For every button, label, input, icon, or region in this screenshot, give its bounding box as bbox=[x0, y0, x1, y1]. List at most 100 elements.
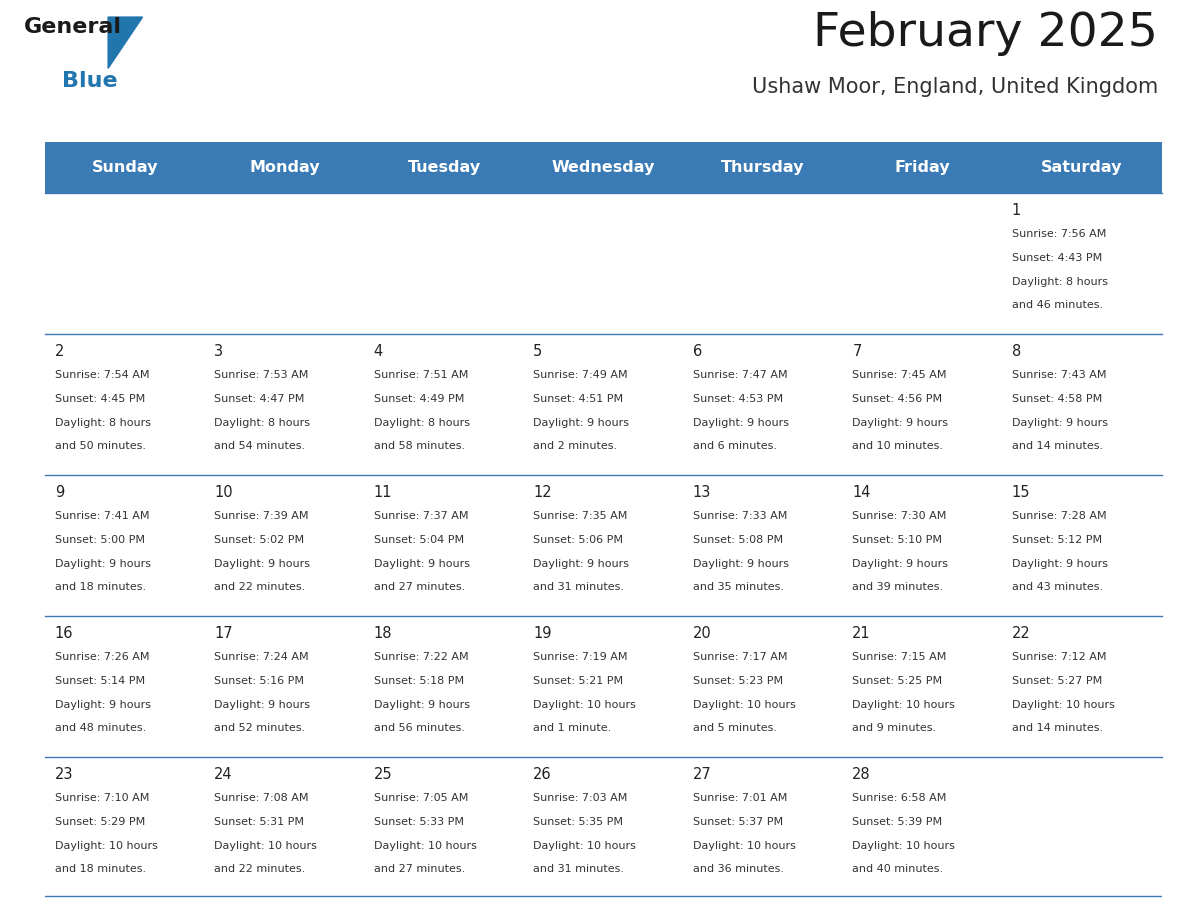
Text: and 52 minutes.: and 52 minutes. bbox=[214, 723, 305, 733]
Text: Daylight: 10 hours: Daylight: 10 hours bbox=[693, 842, 796, 851]
Text: Daylight: 10 hours: Daylight: 10 hours bbox=[214, 842, 317, 851]
Text: Sunset: 4:49 PM: Sunset: 4:49 PM bbox=[374, 395, 465, 405]
Text: Sunrise: 7:05 AM: Sunrise: 7:05 AM bbox=[374, 793, 468, 803]
Text: Sunrise: 7:24 AM: Sunrise: 7:24 AM bbox=[214, 653, 309, 663]
Text: and 18 minutes.: and 18 minutes. bbox=[55, 582, 146, 592]
Text: Sunset: 5:18 PM: Sunset: 5:18 PM bbox=[374, 677, 463, 687]
Text: Blue: Blue bbox=[62, 71, 118, 91]
Text: Sunrise: 7:30 AM: Sunrise: 7:30 AM bbox=[852, 511, 947, 521]
Text: Sunrise: 7:53 AM: Sunrise: 7:53 AM bbox=[214, 371, 309, 380]
Text: and 14 minutes.: and 14 minutes. bbox=[1012, 441, 1102, 451]
Text: Sunset: 5:00 PM: Sunset: 5:00 PM bbox=[55, 535, 145, 545]
Text: Sunrise: 7:45 AM: Sunrise: 7:45 AM bbox=[852, 371, 947, 380]
Text: and 27 minutes.: and 27 minutes. bbox=[374, 582, 465, 592]
Text: Daylight: 10 hours: Daylight: 10 hours bbox=[852, 842, 955, 851]
Text: Sunset: 4:56 PM: Sunset: 4:56 PM bbox=[852, 395, 942, 405]
Text: Sunset: 5:27 PM: Sunset: 5:27 PM bbox=[1012, 677, 1102, 687]
Text: Sunset: 4:45 PM: Sunset: 4:45 PM bbox=[55, 395, 145, 405]
Text: and 58 minutes.: and 58 minutes. bbox=[374, 441, 465, 451]
Text: Daylight: 8 hours: Daylight: 8 hours bbox=[374, 419, 469, 429]
Text: Sunset: 5:10 PM: Sunset: 5:10 PM bbox=[852, 535, 942, 545]
Text: 18: 18 bbox=[374, 626, 392, 641]
Polygon shape bbox=[108, 17, 143, 68]
Text: Sunrise: 7:28 AM: Sunrise: 7:28 AM bbox=[1012, 511, 1106, 521]
Text: and 6 minutes.: and 6 minutes. bbox=[693, 441, 777, 451]
Text: Daylight: 10 hours: Daylight: 10 hours bbox=[693, 700, 796, 711]
Text: Sunset: 5:21 PM: Sunset: 5:21 PM bbox=[533, 677, 624, 687]
Text: 1: 1 bbox=[1012, 203, 1022, 218]
Text: General: General bbox=[24, 17, 121, 37]
Text: Daylight: 9 hours: Daylight: 9 hours bbox=[374, 700, 469, 711]
Text: 6: 6 bbox=[693, 343, 702, 359]
Text: Sunrise: 7:43 AM: Sunrise: 7:43 AM bbox=[1012, 371, 1106, 380]
Text: Sunset: 4:58 PM: Sunset: 4:58 PM bbox=[1012, 395, 1102, 405]
Text: 4: 4 bbox=[374, 343, 383, 359]
Text: 10: 10 bbox=[214, 485, 233, 499]
Text: and 22 minutes.: and 22 minutes. bbox=[214, 864, 305, 874]
Text: and 31 minutes.: and 31 minutes. bbox=[533, 582, 625, 592]
Text: Daylight: 9 hours: Daylight: 9 hours bbox=[533, 419, 630, 429]
Text: Daylight: 9 hours: Daylight: 9 hours bbox=[693, 559, 789, 569]
Text: Daylight: 9 hours: Daylight: 9 hours bbox=[1012, 419, 1108, 429]
Text: Daylight: 9 hours: Daylight: 9 hours bbox=[533, 559, 630, 569]
Text: 12: 12 bbox=[533, 485, 552, 499]
Text: Sunrise: 7:22 AM: Sunrise: 7:22 AM bbox=[374, 653, 468, 663]
Text: and 18 minutes.: and 18 minutes. bbox=[55, 864, 146, 874]
Text: Daylight: 10 hours: Daylight: 10 hours bbox=[533, 700, 637, 711]
Text: Sunrise: 7:26 AM: Sunrise: 7:26 AM bbox=[55, 653, 150, 663]
Text: Sunset: 5:35 PM: Sunset: 5:35 PM bbox=[533, 817, 624, 827]
Text: Sunrise: 7:03 AM: Sunrise: 7:03 AM bbox=[533, 793, 627, 803]
Text: Daylight: 8 hours: Daylight: 8 hours bbox=[55, 419, 151, 429]
Text: 19: 19 bbox=[533, 626, 551, 641]
Text: Sunrise: 7:54 AM: Sunrise: 7:54 AM bbox=[55, 371, 150, 380]
Text: Daylight: 10 hours: Daylight: 10 hours bbox=[374, 842, 476, 851]
Text: Sunset: 5:16 PM: Sunset: 5:16 PM bbox=[214, 677, 304, 687]
Text: Sunrise: 7:10 AM: Sunrise: 7:10 AM bbox=[55, 793, 148, 803]
Text: Sunset: 5:31 PM: Sunset: 5:31 PM bbox=[214, 817, 304, 827]
Text: and 36 minutes.: and 36 minutes. bbox=[693, 864, 784, 874]
Text: and 40 minutes.: and 40 minutes. bbox=[852, 864, 943, 874]
Text: Thursday: Thursday bbox=[721, 160, 804, 175]
Text: Daylight: 10 hours: Daylight: 10 hours bbox=[852, 700, 955, 711]
Text: and 54 minutes.: and 54 minutes. bbox=[214, 441, 305, 451]
Text: Sunrise: 7:49 AM: Sunrise: 7:49 AM bbox=[533, 371, 628, 380]
Text: Sunset: 4:53 PM: Sunset: 4:53 PM bbox=[693, 395, 783, 405]
Text: Sunrise: 7:15 AM: Sunrise: 7:15 AM bbox=[852, 653, 947, 663]
Text: Daylight: 9 hours: Daylight: 9 hours bbox=[1012, 559, 1108, 569]
Text: 28: 28 bbox=[852, 767, 871, 781]
Text: 2: 2 bbox=[55, 343, 64, 359]
Text: and 50 minutes.: and 50 minutes. bbox=[55, 441, 146, 451]
Text: Sunset: 5:06 PM: Sunset: 5:06 PM bbox=[533, 535, 624, 545]
Text: 25: 25 bbox=[374, 767, 392, 781]
Text: and 31 minutes.: and 31 minutes. bbox=[533, 864, 625, 874]
Text: Daylight: 10 hours: Daylight: 10 hours bbox=[533, 842, 637, 851]
Text: 23: 23 bbox=[55, 767, 74, 781]
Text: Wednesday: Wednesday bbox=[551, 160, 656, 175]
Text: and 9 minutes.: and 9 minutes. bbox=[852, 723, 936, 733]
Text: and 39 minutes.: and 39 minutes. bbox=[852, 582, 943, 592]
Text: 7: 7 bbox=[852, 343, 861, 359]
Text: and 14 minutes.: and 14 minutes. bbox=[1012, 723, 1102, 733]
Text: and 46 minutes.: and 46 minutes. bbox=[1012, 300, 1102, 310]
Text: February 2025: February 2025 bbox=[814, 11, 1158, 56]
Text: Sunset: 4:51 PM: Sunset: 4:51 PM bbox=[533, 395, 624, 405]
Text: Sunrise: 7:33 AM: Sunrise: 7:33 AM bbox=[693, 511, 788, 521]
Text: 11: 11 bbox=[374, 485, 392, 499]
Text: and 10 minutes.: and 10 minutes. bbox=[852, 441, 943, 451]
Text: Sunrise: 7:37 AM: Sunrise: 7:37 AM bbox=[374, 511, 468, 521]
Text: 13: 13 bbox=[693, 485, 712, 499]
Text: Sunrise: 7:41 AM: Sunrise: 7:41 AM bbox=[55, 511, 150, 521]
Text: Sunrise: 7:12 AM: Sunrise: 7:12 AM bbox=[1012, 653, 1106, 663]
Text: Daylight: 9 hours: Daylight: 9 hours bbox=[852, 419, 948, 429]
Text: and 56 minutes.: and 56 minutes. bbox=[374, 723, 465, 733]
Text: 22: 22 bbox=[1012, 626, 1031, 641]
Text: and 48 minutes.: and 48 minutes. bbox=[55, 723, 146, 733]
Text: 20: 20 bbox=[693, 626, 712, 641]
Text: 15: 15 bbox=[1012, 485, 1030, 499]
Text: and 22 minutes.: and 22 minutes. bbox=[214, 582, 305, 592]
Text: Sunrise: 7:08 AM: Sunrise: 7:08 AM bbox=[214, 793, 309, 803]
Text: 26: 26 bbox=[533, 767, 552, 781]
Text: 21: 21 bbox=[852, 626, 871, 641]
Text: 27: 27 bbox=[693, 767, 712, 781]
Text: Daylight: 8 hours: Daylight: 8 hours bbox=[1012, 277, 1108, 287]
